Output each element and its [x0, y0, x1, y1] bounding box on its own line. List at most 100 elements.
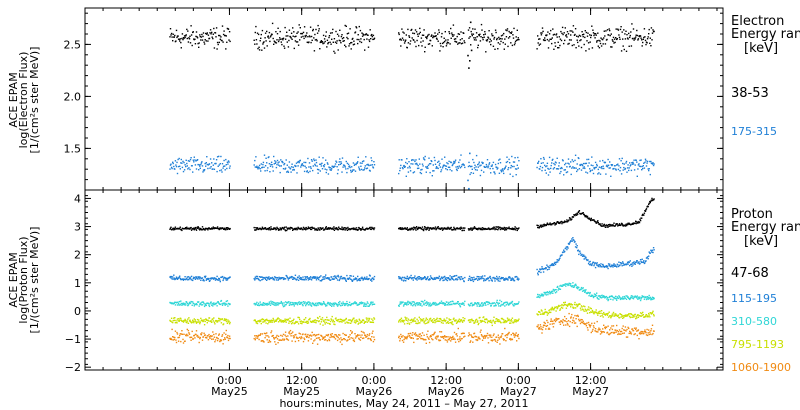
- electron-point: [171, 36, 173, 38]
- proton-point: [309, 302, 312, 304]
- electron-point: [613, 167, 615, 170]
- electron-point: [515, 174, 517, 176]
- electron-point: [509, 36, 511, 38]
- electron-point: [301, 32, 304, 35]
- electron-point: [630, 45, 633, 47]
- proton-point: [424, 322, 426, 325]
- electron-point: [638, 35, 641, 38]
- proton-point: [619, 298, 622, 301]
- electron-point: [336, 166, 338, 168]
- electron-point: [581, 31, 583, 33]
- proton-point: [614, 297, 616, 300]
- proton-point: [268, 227, 271, 229]
- proton-point: [566, 283, 569, 285]
- electron-point: [512, 34, 514, 36]
- proton-point: [177, 277, 180, 279]
- electron-point: [645, 43, 647, 46]
- proton-point: [363, 305, 365, 307]
- proton-point: [428, 279, 430, 281]
- electron-point: [416, 163, 418, 166]
- proton-point: [481, 305, 484, 307]
- proton-point: [621, 265, 623, 267]
- proton-point: [266, 318, 268, 321]
- proton-point: [500, 300, 503, 303]
- electron-point: [206, 33, 208, 35]
- proton-point: [172, 227, 174, 229]
- electron-point: [175, 40, 177, 42]
- proton-point: [180, 340, 182, 343]
- proton-point: [295, 227, 298, 229]
- proton-point: [314, 304, 316, 307]
- proton-point: [419, 302, 421, 305]
- proton-point: [498, 276, 501, 278]
- electron-point: [480, 23, 483, 26]
- electron-point: [302, 165, 305, 167]
- electron-point: [292, 166, 294, 168]
- electron-point: [622, 45, 624, 47]
- proton-point: [634, 263, 636, 265]
- proton-point: [541, 266, 543, 268]
- proton-point: [313, 227, 316, 229]
- electron-point: [451, 164, 453, 167]
- electron-point: [620, 160, 622, 162]
- electron-point: [288, 161, 291, 163]
- proton-point: [600, 310, 603, 312]
- electron-point: [342, 40, 344, 42]
- proton-point: [652, 310, 654, 312]
- proton-point: [217, 279, 219, 281]
- electron-point: [474, 37, 477, 39]
- electron-point: [595, 34, 597, 36]
- electron-point: [261, 29, 264, 32]
- proton-point: [574, 240, 576, 243]
- electron-point: [419, 171, 421, 174]
- proton-point: [458, 318, 461, 320]
- proton-point: [186, 277, 188, 280]
- electron-point: [549, 38, 551, 40]
- proton-point: [547, 312, 550, 315]
- electron-point: [591, 169, 594, 171]
- electron-point: [472, 33, 475, 35]
- proton-point: [628, 261, 630, 264]
- electron-point: [557, 41, 559, 43]
- proton-point: [174, 317, 176, 319]
- proton-point: [482, 228, 484, 231]
- proton-point: [460, 276, 463, 278]
- electron-point: [417, 35, 419, 37]
- proton-point: [302, 228, 304, 231]
- electron-point: [461, 42, 464, 44]
- proton-point: [489, 303, 491, 305]
- electron-point: [348, 165, 351, 167]
- electron-point: [327, 163, 329, 165]
- proton-point: [345, 279, 347, 281]
- proton-point: [481, 320, 484, 322]
- proton-point: [174, 301, 176, 303]
- proton-point: [493, 321, 496, 323]
- electron-point: [608, 167, 610, 169]
- electron-point: [286, 31, 288, 33]
- proton-point: [344, 302, 346, 305]
- proton-point: [596, 312, 598, 315]
- electron-point: [270, 34, 272, 37]
- proton-point: [194, 337, 196, 339]
- electron-point: [502, 41, 504, 44]
- electron-point: [315, 161, 318, 164]
- electron-point: [399, 167, 401, 169]
- proton-point: [187, 304, 190, 306]
- proton-point: [338, 303, 340, 305]
- electron-point: [216, 170, 218, 173]
- proton-point: [307, 320, 309, 323]
- proton-point: [280, 228, 282, 230]
- proton-point: [594, 295, 596, 297]
- electron-point: [648, 28, 650, 31]
- proton-point: [616, 299, 618, 301]
- proton-point: [597, 295, 599, 297]
- electron-point: [308, 162, 311, 164]
- proton-point: [355, 302, 357, 304]
- proton-point: [495, 278, 497, 280]
- proton-point: [548, 223, 551, 225]
- proton-point: [229, 303, 231, 305]
- electron-point: [551, 42, 553, 45]
- electron-point: [630, 169, 633, 172]
- proton-point: [270, 300, 272, 302]
- proton-point: [635, 220, 637, 222]
